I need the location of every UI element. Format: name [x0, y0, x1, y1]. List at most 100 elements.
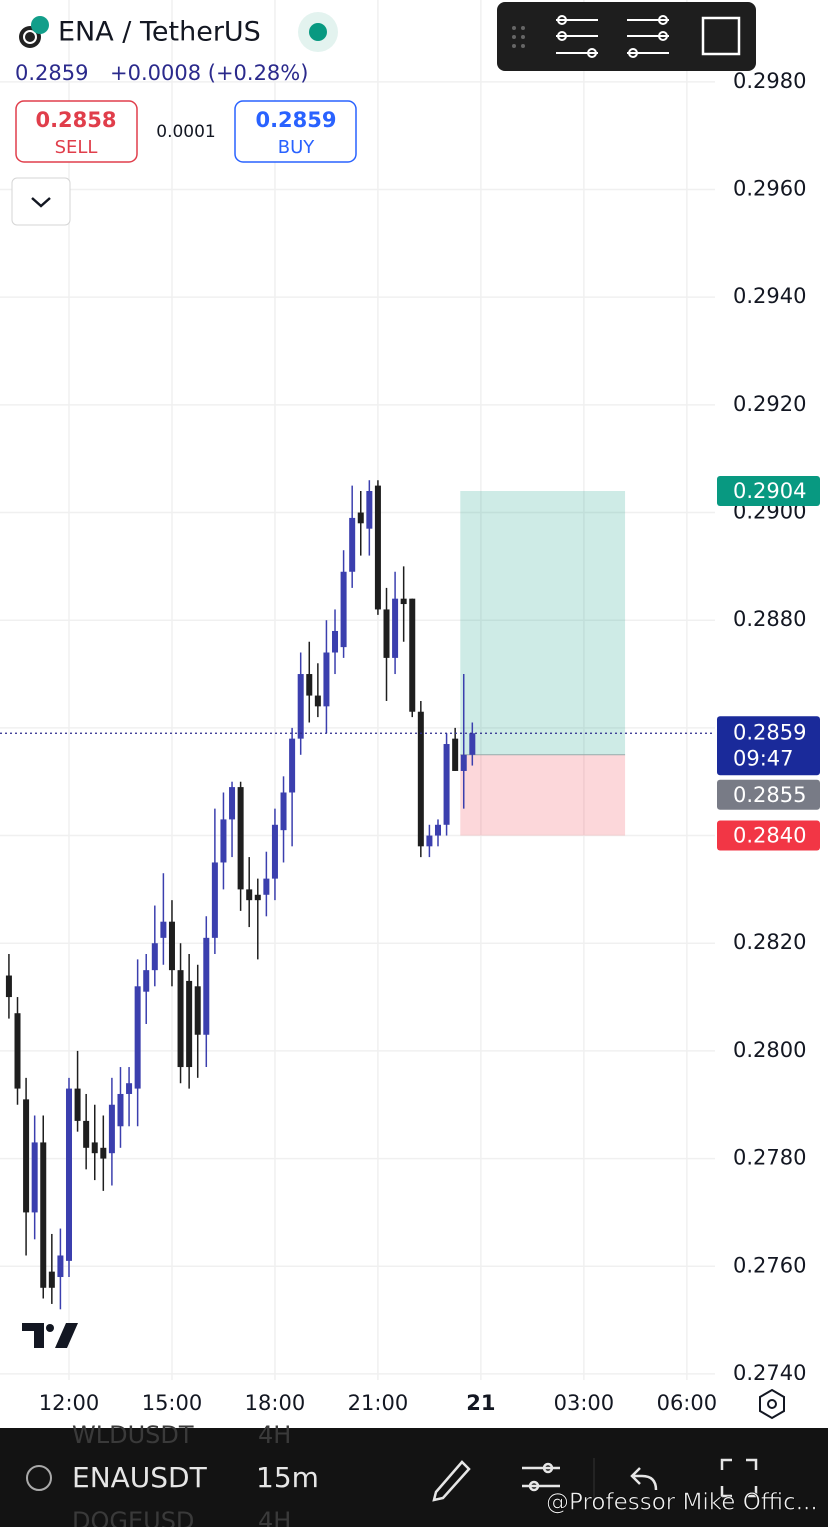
x-tick-label: 12:00 — [39, 1391, 100, 1415]
watermark: @Professor Mike Offic... — [546, 1490, 818, 1516]
last-price-label: 0.2859 — [733, 720, 806, 744]
candle-body — [332, 630, 339, 653]
indicators-icon[interactable] — [522, 1462, 560, 1492]
x-tick-label: 03:00 — [554, 1391, 615, 1415]
candle-body — [108, 1104, 115, 1154]
loss-zone — [460, 754, 626, 836]
candle-body — [23, 1099, 30, 1213]
candle-body — [426, 835, 433, 847]
candle-body — [31, 1142, 38, 1213]
ghost-interval: 4H — [258, 1507, 291, 1527]
candle-body — [460, 754, 467, 771]
candle-body — [237, 787, 244, 890]
candle-body — [400, 598, 407, 605]
candle-body — [357, 512, 364, 524]
y-tick-label: 0.2780 — [733, 1146, 806, 1170]
candle-body — [65, 1088, 72, 1261]
candle-body — [314, 695, 321, 707]
candle-body — [177, 970, 184, 1068]
y-tick-label: 0.2960 — [733, 177, 806, 201]
candle-body — [186, 980, 193, 1068]
ghost-symbol: DOGEUSD — [72, 1507, 194, 1527]
profit-zone — [460, 490, 626, 755]
sell-price: 0.2858 — [35, 108, 116, 132]
spread: 0.0001 — [156, 122, 215, 142]
candle-body — [48, 1271, 55, 1288]
candle-body — [306, 674, 313, 696]
time-axis — [0, 1380, 828, 1428]
x-tick-label: 21:00 — [348, 1391, 409, 1415]
bottom-symbol[interactable]: ENAUSDT — [72, 1461, 208, 1494]
candle-body — [246, 889, 253, 901]
buy-button[interactable] — [234, 100, 357, 163]
candle-body — [263, 878, 270, 895]
collapse-button[interactable] — [11, 177, 71, 226]
sell-label: SELL — [55, 137, 98, 158]
ghost-symbol: WLDUSDT — [72, 1421, 194, 1449]
coin-icon — [23, 30, 37, 44]
candle-body — [443, 744, 450, 825]
candle-body — [340, 571, 347, 648]
rectangle-tool[interactable] — [701, 16, 741, 56]
position-tool[interactable] — [627, 15, 669, 58]
fullscreen-icon[interactable] — [720, 1458, 758, 1498]
x-tick-label: 21 — [466, 1391, 495, 1415]
candle-body — [168, 921, 175, 971]
change: +0.0008 (+0.28%) — [110, 61, 308, 85]
candle-body — [280, 792, 287, 831]
candle-body — [271, 824, 278, 879]
candle-body — [143, 970, 150, 992]
settings-icon[interactable] — [759, 1388, 785, 1420]
candle-body — [203, 937, 210, 1035]
target-badge — [717, 475, 820, 506]
draw-icon[interactable] — [432, 1460, 471, 1502]
bottom-interval[interactable]: 15m — [256, 1461, 319, 1494]
candle-body — [417, 711, 424, 847]
x-tick-label: 18:00 — [245, 1391, 306, 1415]
candle-body — [91, 1142, 98, 1154]
candle-body — [409, 598, 416, 712]
candle-body — [254, 894, 261, 901]
entry-badge — [717, 779, 820, 810]
sell-button[interactable] — [15, 100, 138, 163]
candle-body — [151, 943, 158, 971]
buy-price: 0.2859 — [255, 108, 336, 132]
candle-body — [160, 921, 167, 938]
candle-body — [57, 1255, 64, 1278]
candle-body — [374, 485, 381, 610]
y-tick-label: 0.2880 — [733, 607, 806, 631]
candle-body — [349, 517, 356, 572]
y-tick-label: 0.2920 — [733, 392, 806, 416]
candle-body — [220, 819, 227, 863]
status-dot — [309, 23, 327, 41]
candle-body — [83, 1120, 90, 1148]
candle-body — [366, 490, 373, 529]
position-tool[interactable] — [556, 15, 598, 58]
ghost-interval: 4H — [258, 1421, 291, 1449]
symbol: ENA / TetherUS — [58, 17, 261, 48]
quote-icon — [31, 16, 49, 34]
plot-area: 0.27400.27600.27800.28000.28200.28400.28… — [0, 0, 806, 1385]
undo-icon[interactable] — [630, 1467, 658, 1491]
candle-body — [289, 738, 296, 793]
candle-body — [323, 652, 330, 707]
candle-body — [100, 1147, 107, 1159]
price: 0.2859 — [15, 61, 88, 85]
candle-body — [297, 674, 304, 739]
candle-body — [211, 862, 218, 938]
y-tick-label: 0.2800 — [733, 1038, 806, 1062]
candle-body — [194, 986, 201, 1035]
y-tick-label: 0.2760 — [733, 1253, 806, 1277]
y-tick-label: 0.2980 — [733, 69, 806, 93]
candle-body — [469, 733, 476, 755]
candle-body — [126, 1083, 133, 1094]
buy-label: BUY — [278, 137, 316, 158]
x-tick-label: 15:00 — [142, 1391, 203, 1415]
candle-body — [14, 1013, 21, 1089]
candle-body — [134, 986, 141, 1089]
candle-body — [383, 609, 390, 658]
candle-body — [452, 738, 459, 771]
candle-body — [74, 1088, 81, 1121]
